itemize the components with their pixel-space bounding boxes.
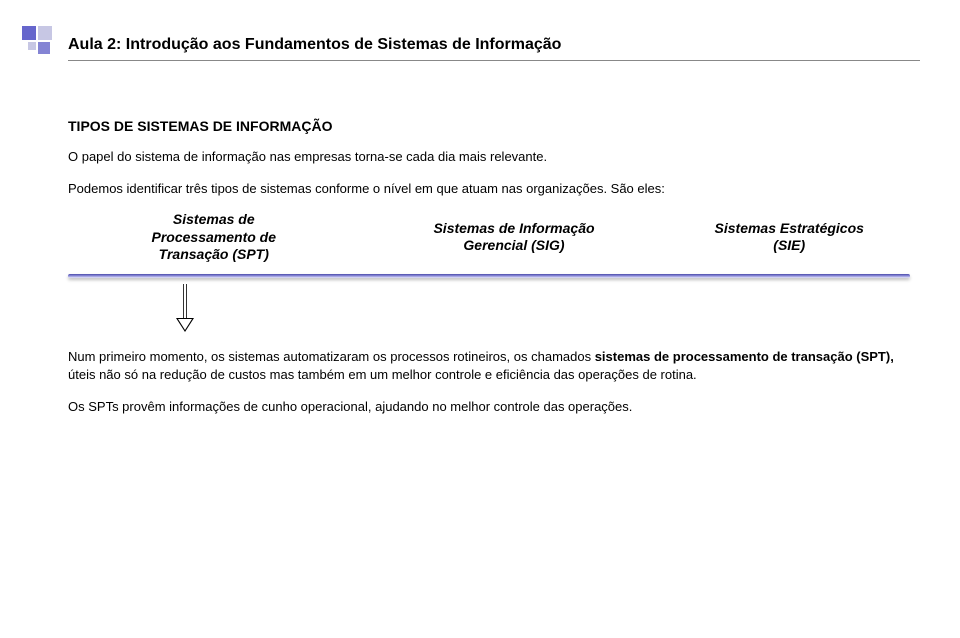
square-icon <box>38 26 52 40</box>
square-icon <box>28 42 36 50</box>
type-spt-line1: Sistemas de <box>173 211 255 227</box>
type-sig-line2: Gerencial (SIG) <box>463 237 564 253</box>
title-underline <box>68 60 920 61</box>
type-sig-line1: Sistemas de Informação <box>433 220 594 236</box>
type-spt-line2: Processamento de <box>152 229 277 245</box>
body-p1-post: úteis não só na redução de custos mas ta… <box>68 367 697 382</box>
intro-paragraph-1: O papel do sistema de informação nas emp… <box>68 148 910 166</box>
type-spt-line3: Transação (SPT) <box>159 246 269 262</box>
body-paragraph-1: Num primeiro momento, os sistemas automa… <box>68 348 910 384</box>
body-p1-pre: Num primeiro momento, os sistemas automa… <box>68 349 595 364</box>
arrow-container <box>68 284 910 340</box>
intro-paragraph-2: Podemos identificar três tipos de sistem… <box>68 180 910 198</box>
main-content: TIPOS DE SISTEMAS DE INFORMAÇÃO O papel … <box>68 118 910 430</box>
body-p1-bold: sistemas de processamento de transação (… <box>595 349 894 364</box>
section-heading: TIPOS DE SISTEMAS DE INFORMAÇÃO <box>68 118 910 134</box>
type-sie: Sistemas Estratégicos (SIE) <box>672 220 906 255</box>
divider-rule <box>68 274 910 278</box>
type-sie-line2: (SIE) <box>773 237 805 253</box>
body-paragraph-2: Os SPTs provêm informações de cunho oper… <box>68 398 910 416</box>
square-icon <box>38 42 50 54</box>
page-title: Aula 2: Introdução aos Fundamentos de Si… <box>68 36 920 60</box>
square-icon <box>22 26 36 40</box>
decorative-squares <box>22 26 62 66</box>
type-sig: Sistemas de Informação Gerencial (SIG) <box>372 220 656 255</box>
arrow-down-icon <box>176 284 194 334</box>
type-sie-line1: Sistemas Estratégicos <box>715 220 864 236</box>
types-row: Sistemas de Processamento de Transação (… <box>68 211 910 264</box>
type-spt: Sistemas de Processamento de Transação (… <box>72 211 356 264</box>
body-paragraphs: Num primeiro momento, os sistemas automa… <box>68 348 910 417</box>
page-header: Aula 2: Introdução aos Fundamentos de Si… <box>68 36 920 61</box>
